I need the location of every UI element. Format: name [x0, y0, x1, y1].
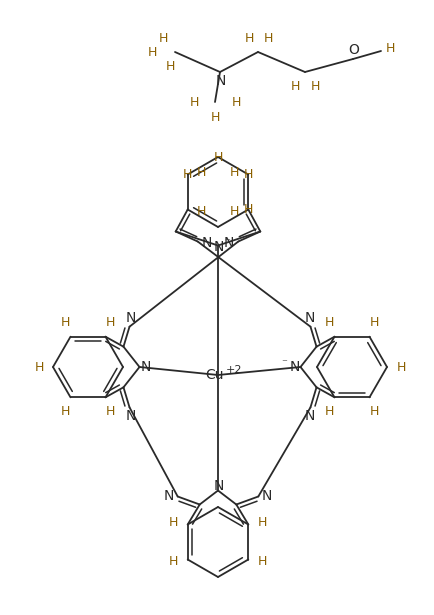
- Text: N: N: [224, 236, 234, 250]
- Text: H: H: [197, 205, 207, 218]
- Text: H: H: [214, 151, 223, 164]
- Text: Cu: Cu: [205, 368, 223, 382]
- Text: H: H: [61, 316, 70, 329]
- Text: H: H: [310, 79, 320, 92]
- Text: H: H: [106, 405, 115, 418]
- Text: H: H: [370, 405, 379, 418]
- Text: H: H: [210, 111, 220, 124]
- Text: N: N: [214, 478, 224, 493]
- Text: N: N: [289, 360, 300, 374]
- Text: H: H: [147, 46, 157, 58]
- Text: O: O: [349, 43, 359, 57]
- Text: N: N: [164, 488, 174, 502]
- Text: ⁻: ⁻: [282, 358, 287, 368]
- Text: H: H: [230, 166, 239, 179]
- Text: N: N: [201, 236, 212, 250]
- Text: H: H: [290, 79, 300, 92]
- Text: H: H: [370, 316, 379, 329]
- Text: +2: +2: [226, 365, 242, 375]
- Text: H: H: [61, 405, 70, 418]
- Text: H: H: [244, 31, 254, 44]
- Text: H: H: [243, 203, 253, 216]
- Text: H: H: [263, 31, 273, 44]
- Text: H: H: [258, 555, 267, 568]
- Text: H: H: [169, 516, 178, 529]
- Text: H: H: [183, 168, 192, 181]
- Text: N: N: [125, 410, 136, 423]
- Text: N: N: [216, 74, 226, 88]
- Text: H: H: [189, 95, 199, 108]
- Text: N: N: [140, 360, 151, 374]
- Text: N: N: [125, 311, 136, 325]
- Text: H: H: [230, 205, 239, 218]
- Text: N: N: [304, 410, 315, 423]
- Text: H: H: [106, 316, 115, 329]
- Text: H: H: [34, 360, 44, 373]
- Text: H: H: [243, 168, 253, 181]
- Text: N: N: [304, 311, 315, 325]
- Text: H: H: [197, 166, 207, 179]
- Text: H: H: [258, 516, 267, 529]
- Text: H: H: [325, 405, 334, 418]
- Text: H: H: [158, 31, 168, 44]
- Text: H: H: [231, 95, 241, 108]
- Text: N: N: [262, 488, 273, 502]
- Text: H: H: [165, 60, 175, 73]
- Text: H: H: [396, 360, 406, 373]
- Text: H: H: [325, 316, 334, 329]
- Text: ⁻: ⁻: [224, 237, 230, 247]
- Text: H: H: [385, 41, 395, 55]
- Text: H: H: [169, 555, 178, 568]
- Text: N: N: [214, 239, 224, 253]
